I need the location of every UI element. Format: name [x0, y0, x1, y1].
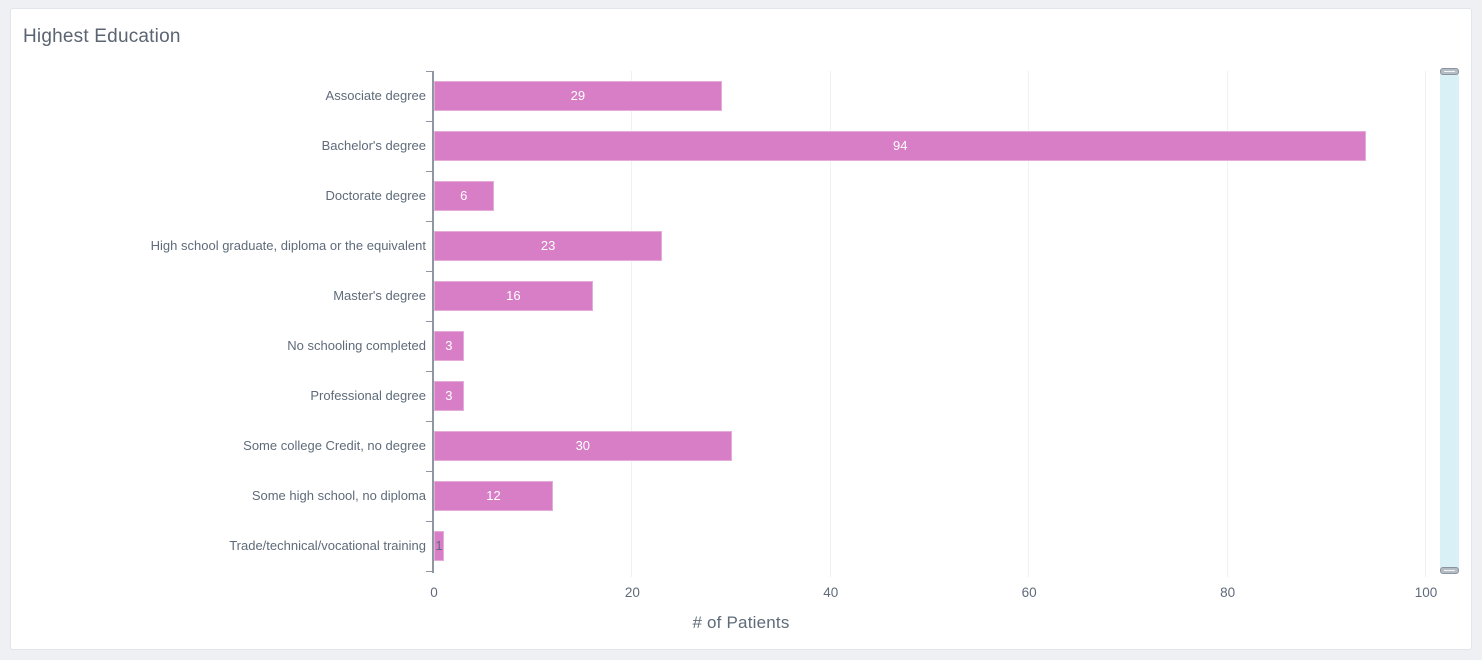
bar[interactable]: 23 — [434, 231, 663, 261]
category-label: No schooling completed — [287, 338, 426, 353]
scrollbar-handle-top[interactable] — [1440, 68, 1459, 75]
category-labels: Associate degree Bachelor's degree Doctora… — [11, 71, 426, 571]
bar-value-label: 29 — [570, 88, 586, 103]
y-axis-tick — [426, 121, 432, 122]
x-tick-labels: 0 20 40 60 80 100 — [430, 585, 1437, 603]
bar-value-label: 12 — [486, 488, 501, 503]
y-axis-tick — [426, 321, 432, 322]
y-axis-line — [432, 71, 434, 573]
x-tick-label: 20 — [624, 585, 640, 600]
y-axis-tick — [426, 571, 432, 572]
category-label: Some high school, no diploma — [251, 488, 426, 503]
y-axis-tick — [426, 371, 432, 372]
bar-value-label: 94 — [893, 138, 908, 153]
y-axis-tick — [426, 521, 432, 522]
bar[interactable]: 94 — [434, 131, 1367, 161]
chart-title: Highest Education — [23, 26, 181, 47]
bar-value-label: 1 — [435, 538, 443, 553]
category-label: Some college Credit, no degree — [243, 438, 426, 453]
bar-value-label: 6 — [460, 188, 468, 203]
bar[interactable]: 30 — [434, 431, 732, 461]
x-tick-label: 60 — [1021, 585, 1037, 600]
y-axis-ticks — [426, 71, 432, 573]
x-axis-title: # of Patients — [692, 613, 790, 632]
gridline — [1425, 71, 1426, 577]
x-tick-label: 80 — [1220, 585, 1236, 600]
plot-area: 29 94 6 23 16 3 3 30 12 1 — [434, 71, 1426, 577]
bar-value-label: 23 — [540, 238, 556, 253]
bar[interactable]: 16 — [434, 281, 593, 311]
x-tick-label: 40 — [823, 585, 839, 600]
y-axis-tick — [426, 421, 432, 422]
bar[interactable]: 6 — [434, 181, 494, 211]
category-label: Doctorate degree — [325, 188, 426, 203]
y-axis-tick — [426, 221, 432, 222]
bar[interactable]: 3 — [434, 381, 464, 411]
gridline — [1028, 71, 1030, 577]
x-tick-label: 0 — [430, 585, 438, 600]
category-label: Associate degree — [325, 88, 426, 103]
chart-card: Highest Education Associate degree Bachel… — [10, 8, 1472, 650]
bar[interactable]: 12 — [434, 481, 554, 511]
category-label: Trade/technical/vocational training — [229, 538, 426, 553]
y-axis-tick — [426, 171, 432, 172]
bar-value-label: 30 — [575, 438, 591, 453]
bar[interactable]: 3 — [434, 331, 464, 361]
bar[interactable]: 1 — [434, 531, 444, 561]
category-label: Master's degree — [333, 288, 426, 303]
chart-scrollbar-track[interactable] — [1440, 68, 1459, 574]
category-label: Professional degree — [310, 388, 426, 403]
y-axis-tick — [426, 471, 432, 472]
scrollbar-handle-bottom[interactable] — [1440, 567, 1459, 574]
bar-value-label: 16 — [506, 288, 521, 303]
category-label: High school graduate, diploma or the equ… — [150, 238, 426, 253]
bar-value-label: 3 — [445, 388, 453, 403]
y-axis-tick — [426, 71, 432, 72]
x-tick-label: 100 — [1414, 585, 1438, 600]
bar-value-label: 3 — [445, 338, 453, 353]
y-axis-tick — [426, 271, 432, 272]
gridline — [631, 71, 633, 577]
bar[interactable]: 29 — [434, 81, 722, 111]
category-label: Bachelor's degree — [321, 138, 426, 153]
gridline — [1226, 71, 1228, 577]
gridline — [829, 71, 831, 577]
